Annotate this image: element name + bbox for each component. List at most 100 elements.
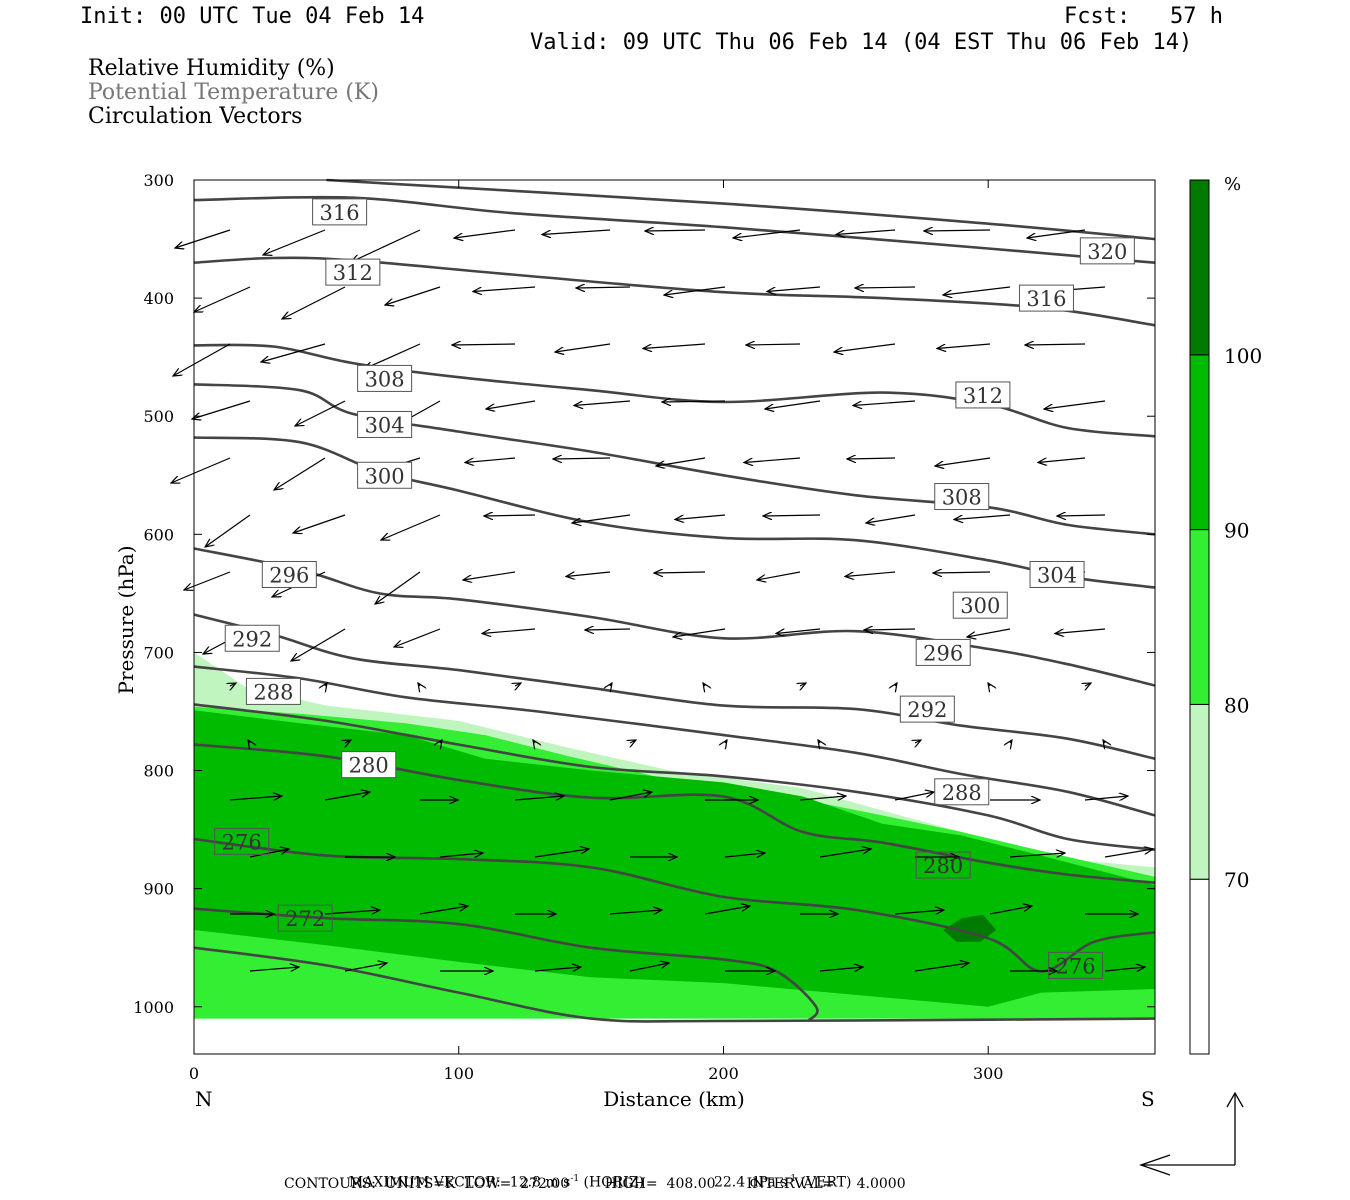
x-axis-label: Distance (km) [603,1087,745,1111]
contour-label: 272 [277,904,333,932]
circulation-vector [345,740,351,743]
circulation-vector [866,514,916,523]
contour-label-text: 320 [1087,240,1127,264]
rh-region [943,914,997,942]
colorbar-segment [1189,878,1210,1055]
circulation-vector [664,286,726,295]
circulation-vector [534,967,581,971]
circulation-vector [566,571,611,577]
contour-label-text: 292 [232,627,272,651]
contour-label-box [915,851,971,879]
contour-label-text: 280 [923,854,963,878]
theta-contour [193,946,1156,1023]
theta-contour [193,343,1156,438]
circulation-vector [1025,344,1086,345]
contour-label-box [934,483,990,511]
circulation-vector [465,457,516,463]
circulation-vector [645,230,706,231]
circulation-vector [533,740,535,743]
contour-label-text: 300 [960,594,1000,618]
contour-label-box [1018,284,1074,312]
contour-label-text: 316 [1026,287,1066,311]
contour-label-text: 308 [942,486,982,510]
contour-label: 316 [1018,284,1074,312]
contour-label-box [934,778,990,806]
valid-time: Valid: 09 UTC Thu 06 Feb 14 (04 EST Thu … [530,30,1193,55]
circulation-vector [757,571,801,580]
circulation-vector [836,229,896,235]
contour-label: 308 [357,364,413,392]
contour-label: 292 [224,624,280,652]
circulation-vector [1044,400,1106,409]
contour-label-box [224,624,280,652]
circulation-vector [725,740,727,743]
circulation-vector [609,910,662,914]
circulation-vector [344,963,387,972]
north-label: N [195,1087,213,1111]
circulation-vector [629,963,669,972]
circulation-vector [818,740,820,743]
contour-label: 316 [312,198,368,226]
contour-label-box [357,410,413,438]
theta-contour [193,195,1156,264]
y-tick-label: 400 [143,289,174,308]
circulation-vector [1038,457,1086,463]
colorbar-unit: % [1224,174,1241,195]
contour-label-box [899,695,955,723]
plot-frame [193,179,1156,1055]
contour-label-box [312,198,368,226]
contour-label: 304 [357,410,413,438]
circulation-vector [834,343,896,352]
circulation-vector [703,683,705,686]
colorbar-segment [1189,703,1210,880]
circulation-vector [439,853,483,857]
circulation-vector [767,286,821,292]
contour-label-text: 272 [285,907,325,931]
circulation-vector [673,628,726,637]
circulation-vector [325,683,327,686]
contour-label: 300 [357,461,413,489]
circulation-vector [967,628,1011,637]
circulation-vector [230,683,236,686]
circulation-vector [894,910,944,914]
circulation-vector [1027,229,1086,238]
legend-relative-humidity: Relative Humidity (%) [88,56,335,81]
circulation-vector [585,629,631,630]
contour-label-text: 308 [365,367,405,391]
contour-info-line: CONTOURS: UNITS=K LOW= 272.00 HIGH= 408.… [284,1176,906,1192]
circulation-vector [486,400,536,409]
circulation-vector [819,967,863,971]
circulation-vector [249,849,289,858]
contour-label: 308 [934,483,990,511]
contour-labels: 316 320 312 316 308 312 304 300 308 296 304 300 292 2… [214,198,1135,979]
y-tick-label: 800 [143,762,174,781]
circulation-vector [1009,853,1065,857]
circulation-vector [819,849,871,858]
reference-vector [1139,1091,1244,1176]
circulation-vector [746,344,801,345]
circulation-vector [800,683,806,686]
circulation-vector [291,628,346,661]
axes: 300 400 500 600 700 800 900 1000 0 100 200 300 [133,171,1155,1083]
contour-label-box [955,381,1011,409]
colorbar-segment [1189,354,1210,531]
contour-label: 312 [325,258,381,286]
rh-shading [194,652,1155,1019]
colorbar: 70 80 90 100% [1189,174,1262,1055]
theta-contour [193,547,1156,687]
circulation-vector [894,792,934,801]
circulation-vector [933,572,991,573]
max-vector-line: MAXIMUM VECTOR: 12.8 m s-1 (HORIZ) 22.4 d… [348,1174,852,1191]
circulation-vector [364,343,421,369]
contour-label-box [245,677,301,705]
contour-label: 312 [955,381,1011,409]
south-label: S [1141,1087,1155,1111]
contour-label-text: 276 [1056,954,1096,978]
circulation-vector [1010,740,1012,743]
contour-label-box [261,560,317,588]
circulation-vector [248,740,250,743]
theta-contour [193,383,1156,536]
circulation-vector [988,683,990,686]
contour-label-box [1079,237,1135,265]
init-time: Init: 00 UTC Tue 04 Feb 14 [80,4,425,29]
